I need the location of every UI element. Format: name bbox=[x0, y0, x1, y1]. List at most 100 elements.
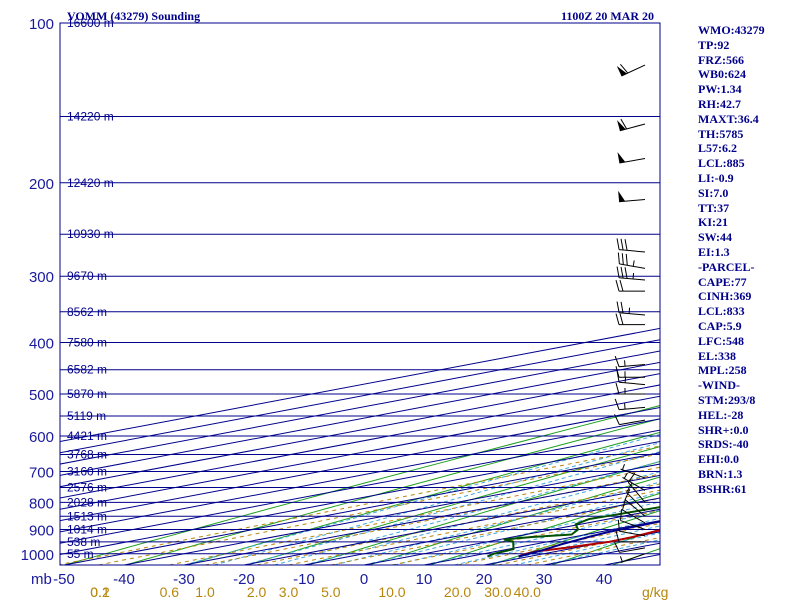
dry-adiabat-300 bbox=[490, 510, 660, 565]
wind-barb-staff bbox=[619, 198, 646, 203]
sounding-curves bbox=[487, 506, 660, 558]
wind-barb-feather bbox=[619, 279, 624, 292]
indices-panel: WMO:43279 TP:92 FRZ:566 WB0:624 PW:1.34 RH:42… bbox=[698, 23, 800, 497]
index-5: RH:42.7 bbox=[698, 96, 741, 111]
wind-barb-feather bbox=[616, 301, 620, 313]
temperature-label-20: 20 bbox=[476, 571, 493, 588]
wind-barb-feather bbox=[616, 238, 620, 250]
index-8: L57:6.2 bbox=[698, 141, 737, 156]
wind-barb-830 bbox=[626, 482, 646, 512]
pressure-label-700: 700 bbox=[29, 465, 54, 482]
pressure-label-500: 500 bbox=[29, 387, 54, 404]
height-label-650: 3768 m bbox=[67, 447, 107, 461]
moist-adiabat--20 bbox=[184, 433, 660, 565]
wind-barb-215 bbox=[618, 190, 646, 203]
height-label-400: 7580 m bbox=[67, 336, 107, 350]
mixing-ratio-line-0.1 bbox=[60, 445, 660, 565]
plot-background bbox=[60, 23, 660, 565]
index-15: EI:1.3 bbox=[698, 244, 730, 259]
index-27: SHR+:0.0 bbox=[698, 422, 749, 437]
parcel-line bbox=[518, 520, 660, 558]
wind-barb-half-feather bbox=[623, 473, 628, 479]
pressure-label-300: 300 bbox=[29, 269, 54, 286]
temperature-label-40: 40 bbox=[596, 571, 613, 588]
wind-barb-staff bbox=[619, 312, 646, 316]
height-label-800: 2028 m bbox=[67, 495, 107, 509]
isotherm--50 bbox=[60, 440, 660, 556]
wind-barb-feather bbox=[615, 530, 620, 543]
pressure-label-900: 900 bbox=[29, 522, 54, 539]
wind-barb-feather bbox=[615, 366, 620, 378]
wind-barb-feather bbox=[616, 266, 620, 278]
index-16: -PARCEL- bbox=[698, 259, 755, 274]
wind-barb-staff bbox=[620, 468, 646, 479]
isotherm--90 bbox=[60, 395, 660, 510]
wind-barb-120 bbox=[616, 64, 646, 77]
pressure-label-100: 100 bbox=[29, 16, 54, 33]
height-labels: 16600 m 14220 m 12420 m 10930 m 9670 m 8562 m… bbox=[67, 16, 114, 561]
height-label-450: 6582 m bbox=[67, 363, 107, 377]
temperature-label--40: -40 bbox=[113, 571, 135, 588]
wind-barb-staff bbox=[622, 477, 646, 491]
mixing-ratio-label-0.6: 0.6 bbox=[160, 584, 180, 600]
wind-barb-925 bbox=[617, 519, 646, 537]
wind-barb-feather bbox=[614, 398, 620, 410]
wind-barb-half-feather bbox=[628, 307, 631, 314]
pressure-label-200: 200 bbox=[29, 176, 54, 193]
plot-frame bbox=[59, 22, 661, 566]
mixing-ratio-label-20.0: 20.0 bbox=[444, 584, 471, 600]
dry-adiabat-230 bbox=[64, 405, 660, 565]
wind-barb-feather bbox=[615, 313, 620, 325]
temperature-label--30: -30 bbox=[173, 571, 195, 588]
height-label-850: 1513 m bbox=[67, 509, 107, 523]
temperature-tick-labels: -50 -40 -30 -20 -10 0 10 20 30 40 bbox=[53, 571, 612, 588]
mixing-ratio-label-3.0: 3.0 bbox=[279, 584, 299, 600]
dry-adiabat-280 bbox=[368, 476, 660, 565]
wind-barb-500 bbox=[615, 382, 645, 395]
height-label-100: 16600 m bbox=[67, 16, 114, 30]
pressure-label-800: 800 bbox=[29, 495, 54, 512]
moist-adiabat-10 bbox=[364, 491, 660, 565]
height-label-350: 8562 m bbox=[67, 305, 107, 319]
index-30: BRN:1.3 bbox=[698, 466, 743, 481]
wind-barb-feather bbox=[615, 279, 620, 292]
wind-barb-staff bbox=[619, 157, 646, 164]
mixing-ratio-line-0.2 bbox=[98, 453, 660, 565]
mixing-ratio-label-0.2: 0.2 bbox=[90, 584, 110, 600]
wind-barb-290 bbox=[617, 252, 646, 269]
wind-barb-feather bbox=[615, 382, 620, 395]
wind-barb-560 bbox=[614, 414, 646, 426]
wind-barb-feather bbox=[627, 472, 636, 483]
temperature-label-0: 0 bbox=[360, 571, 368, 588]
wind-barb-feather bbox=[620, 266, 624, 279]
height-label-700: 3160 m bbox=[67, 465, 107, 479]
wind-barb-950 bbox=[615, 530, 645, 543]
height-label-600: 4421 m bbox=[67, 429, 107, 443]
wind-barb-staff bbox=[619, 364, 646, 368]
wind-barb-feather bbox=[625, 253, 628, 266]
wind-barb-half-feather bbox=[624, 376, 627, 383]
wind-barb-feather bbox=[614, 414, 620, 425]
isotherms bbox=[60, 327, 660, 565]
wind-barb-staff bbox=[626, 492, 646, 512]
wind-barb-1000 bbox=[619, 553, 646, 564]
isotherm--40 bbox=[64, 452, 660, 565]
wind-barb-180 bbox=[617, 152, 646, 164]
chart-title-right: 1100Z 20 MAR 20 bbox=[561, 9, 654, 23]
temperature-label-10: 10 bbox=[416, 571, 433, 588]
wind-barb-staff bbox=[622, 509, 646, 524]
mixing-ratio-label-5.0: 5.0 bbox=[321, 584, 341, 600]
wind-barb-pennant bbox=[618, 190, 626, 202]
wind-barb-320 bbox=[615, 279, 645, 292]
wind-barb-half-feather bbox=[621, 464, 625, 470]
wind-barb-800 bbox=[627, 472, 646, 503]
index-24: -WIND- bbox=[698, 378, 740, 393]
isotherm--60 bbox=[60, 429, 660, 544]
wind-barb-155 bbox=[617, 118, 646, 132]
index-26: HEL:-28 bbox=[698, 407, 744, 422]
wind-barb-feather bbox=[624, 267, 628, 279]
wind-barb-feather bbox=[620, 509, 623, 521]
index-1: TP:92 bbox=[698, 37, 730, 52]
pressure-label-600: 600 bbox=[29, 429, 54, 446]
